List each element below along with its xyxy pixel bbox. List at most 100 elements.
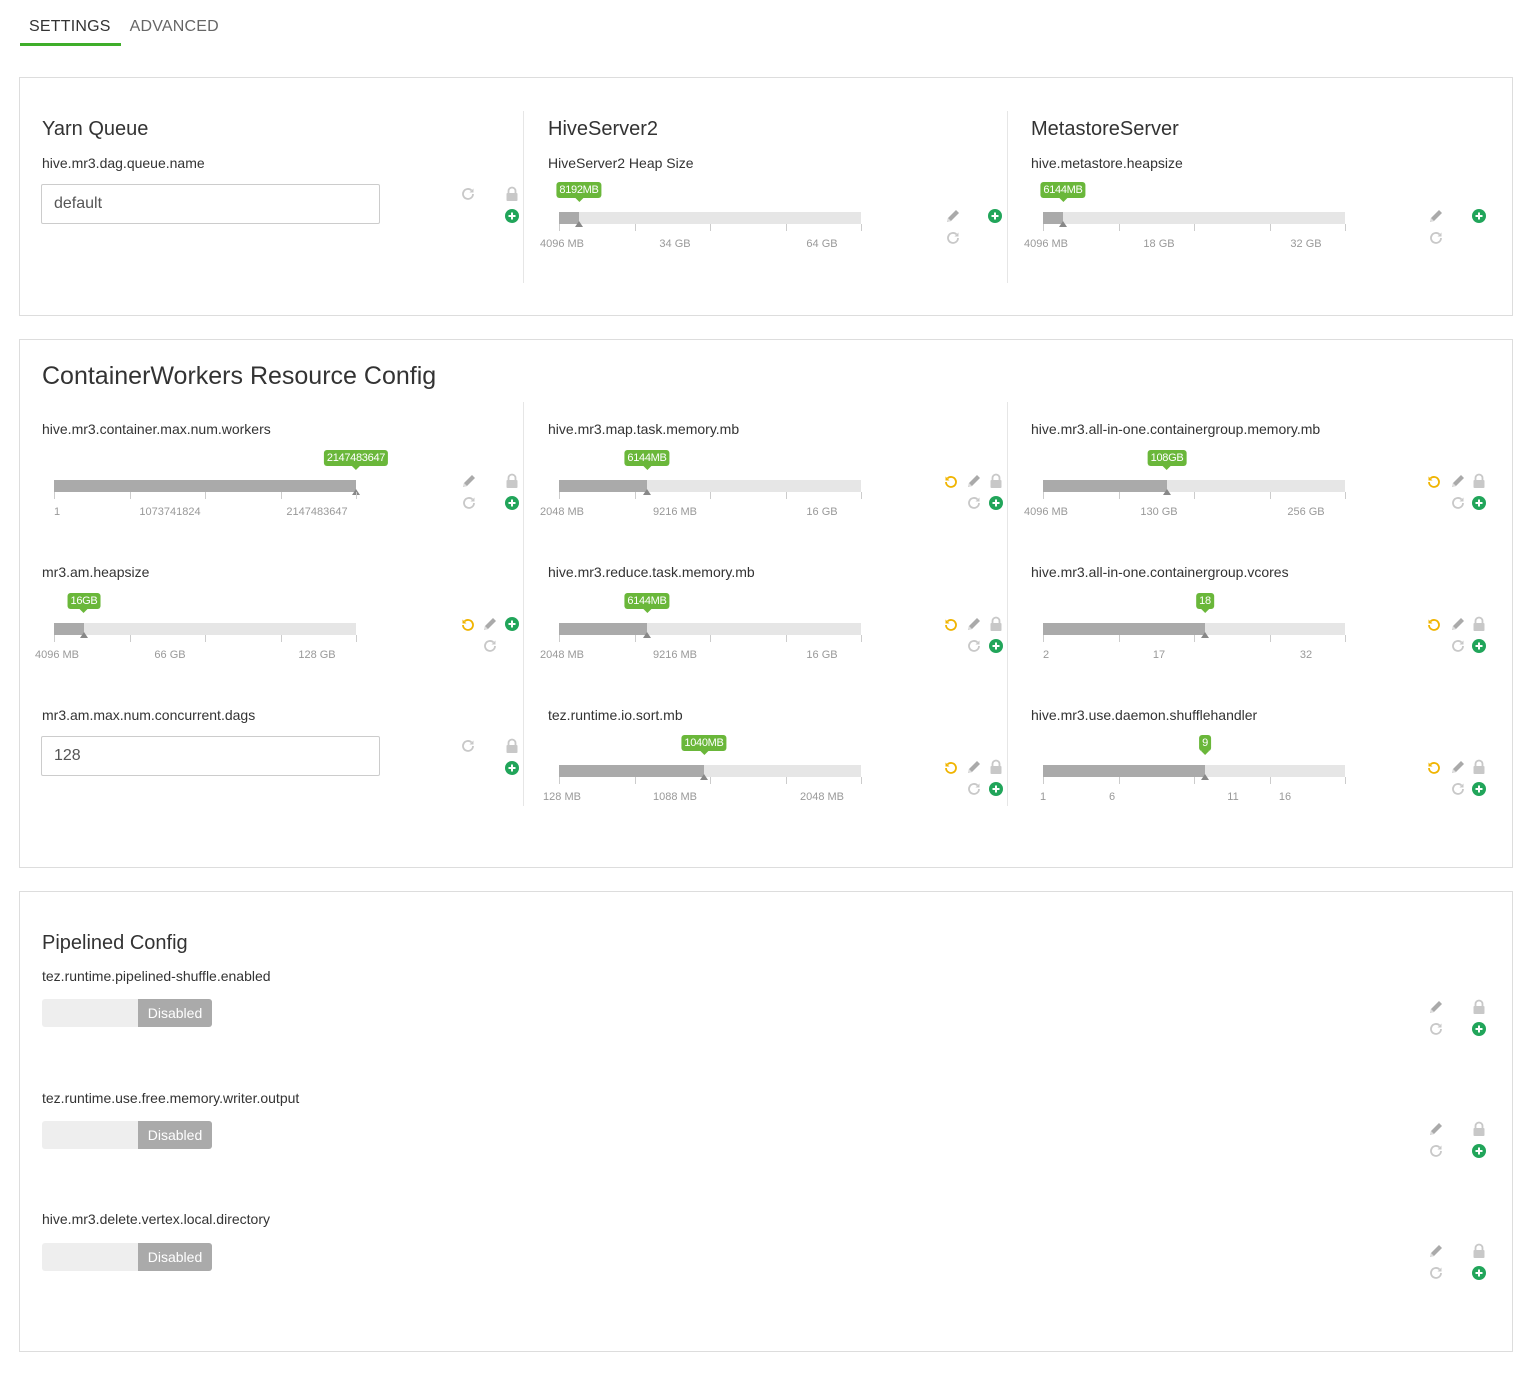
edit-icon[interactable] bbox=[1450, 759, 1466, 775]
refresh-icon[interactable] bbox=[966, 638, 982, 654]
slider-handle[interactable] bbox=[1201, 632, 1209, 638]
reduce-memory-slider[interactable]: 6144MB 2048 MB 9216 MB 16 GB bbox=[540, 593, 862, 661]
slider-handle[interactable] bbox=[700, 774, 708, 780]
add-icon[interactable] bbox=[1471, 781, 1487, 797]
edit-icon[interactable] bbox=[945, 208, 961, 224]
undo-icon[interactable] bbox=[460, 617, 476, 633]
lock-icon[interactable] bbox=[504, 186, 520, 202]
edit-icon[interactable] bbox=[1428, 1121, 1444, 1137]
queue-name-input[interactable] bbox=[41, 184, 380, 224]
slider-tick bbox=[710, 492, 711, 499]
edit-icon[interactable] bbox=[966, 473, 982, 489]
lock-icon[interactable] bbox=[504, 473, 520, 489]
concurrent-dags-input[interactable] bbox=[41, 736, 380, 776]
refresh-icon[interactable] bbox=[945, 230, 961, 246]
lock-icon[interactable] bbox=[1471, 1243, 1487, 1259]
add-icon[interactable] bbox=[504, 495, 520, 511]
lock-icon[interactable] bbox=[504, 738, 520, 754]
slider-tick bbox=[635, 635, 636, 642]
slider-value-badge: 6144MB bbox=[624, 450, 670, 470]
refresh-icon[interactable] bbox=[1428, 230, 1444, 246]
slider-tick-label: 4096 MB bbox=[539, 238, 585, 250]
add-icon[interactable] bbox=[1471, 208, 1487, 224]
lock-icon[interactable] bbox=[988, 759, 1004, 775]
refresh-icon[interactable] bbox=[1428, 1021, 1444, 1037]
edit-icon[interactable] bbox=[1450, 616, 1466, 632]
refresh-icon[interactable] bbox=[1450, 781, 1466, 797]
slider-handle[interactable] bbox=[1059, 221, 1067, 227]
edit-icon[interactable] bbox=[1428, 999, 1444, 1015]
lock-icon[interactable] bbox=[1471, 616, 1487, 632]
refresh-icon[interactable] bbox=[966, 781, 982, 797]
undo-icon[interactable] bbox=[943, 760, 959, 776]
hs2-heap-slider[interactable]: 8192MB 4096 MB 34 GB 64 GB bbox=[540, 182, 862, 250]
slider-handle[interactable] bbox=[1201, 774, 1209, 780]
refresh-icon[interactable] bbox=[460, 186, 476, 202]
column-divider bbox=[1007, 402, 1008, 806]
slider-tick-label: 2048 MB bbox=[539, 649, 585, 661]
refresh-icon[interactable] bbox=[482, 638, 498, 654]
undo-icon[interactable] bbox=[1426, 760, 1442, 776]
undo-icon[interactable] bbox=[1426, 617, 1442, 633]
concurrent-dags-label: mr3.am.max.num.concurrent.dags bbox=[42, 707, 256, 723]
slider-tick-label: 32 bbox=[1299, 649, 1313, 661]
slider-handle[interactable] bbox=[643, 489, 651, 495]
refresh-icon[interactable] bbox=[461, 495, 477, 511]
add-icon[interactable] bbox=[504, 760, 520, 776]
slider-handle[interactable] bbox=[575, 221, 583, 227]
undo-icon[interactable] bbox=[1426, 474, 1442, 490]
refresh-icon[interactable] bbox=[966, 495, 982, 511]
edit-icon[interactable] bbox=[966, 759, 982, 775]
free-memory-writer-toggle[interactable]: Disabled bbox=[42, 1121, 212, 1149]
slider-tick bbox=[710, 635, 711, 642]
lock-icon[interactable] bbox=[1471, 999, 1487, 1015]
add-icon[interactable] bbox=[1471, 1265, 1487, 1281]
tab-settings[interactable]: SETTINGS bbox=[20, 10, 121, 46]
edit-icon[interactable] bbox=[1450, 473, 1466, 489]
shufflehandler-slider[interactable]: 9 1 6 11 16 bbox=[1040, 735, 1346, 803]
delete-vertex-dir-toggle[interactable]: Disabled bbox=[42, 1243, 212, 1271]
add-icon[interactable] bbox=[1471, 1143, 1487, 1159]
add-icon[interactable] bbox=[1471, 495, 1487, 511]
slider-handle[interactable] bbox=[643, 632, 651, 638]
add-icon[interactable] bbox=[987, 208, 1003, 224]
slider-handle[interactable] bbox=[80, 632, 88, 638]
slider-tick bbox=[1345, 777, 1346, 784]
max-workers-slider[interactable]: 2147483647 1 1073741824 2147483647 bbox=[54, 450, 389, 518]
refresh-icon[interactable] bbox=[460, 738, 476, 754]
edit-icon[interactable] bbox=[966, 616, 982, 632]
slider-tick bbox=[786, 224, 787, 231]
lock-icon[interactable] bbox=[988, 616, 1004, 632]
edit-icon[interactable] bbox=[482, 616, 498, 632]
refresh-icon[interactable] bbox=[1428, 1143, 1444, 1159]
edit-icon[interactable] bbox=[1428, 1243, 1444, 1259]
refresh-icon[interactable] bbox=[1450, 495, 1466, 511]
slider-tick bbox=[1194, 635, 1195, 642]
edit-icon[interactable] bbox=[1428, 208, 1444, 224]
add-icon[interactable] bbox=[988, 495, 1004, 511]
aio-vcores-slider[interactable]: 18 2 17 32 bbox=[1043, 593, 1346, 661]
refresh-icon[interactable] bbox=[1428, 1265, 1444, 1281]
lock-icon[interactable] bbox=[1471, 1121, 1487, 1137]
metastore-heap-slider[interactable]: 6144MB 4096 MB 18 GB 32 GB bbox=[1024, 182, 1346, 250]
add-icon[interactable] bbox=[504, 208, 520, 224]
map-memory-slider[interactable]: 6144MB 2048 MB 9216 MB 16 GB bbox=[540, 450, 862, 518]
lock-icon[interactable] bbox=[988, 473, 1004, 489]
aio-memory-slider[interactable]: 108GB 4096 MB 130 GB 256 GB bbox=[1024, 450, 1346, 518]
refresh-icon[interactable] bbox=[1450, 638, 1466, 654]
undo-icon[interactable] bbox=[943, 474, 959, 490]
lock-icon[interactable] bbox=[1471, 759, 1487, 775]
lock-icon[interactable] bbox=[1471, 473, 1487, 489]
add-icon[interactable] bbox=[988, 781, 1004, 797]
slider-handle[interactable] bbox=[1163, 489, 1171, 495]
add-icon[interactable] bbox=[1471, 1021, 1487, 1037]
add-icon[interactable] bbox=[1471, 638, 1487, 654]
pipelined-shuffle-toggle[interactable]: Disabled bbox=[42, 999, 212, 1027]
edit-icon[interactable] bbox=[461, 473, 477, 489]
am-heapsize-slider[interactable]: 16GB 4096 MB 66 GB 128 GB bbox=[35, 593, 357, 661]
tab-advanced[interactable]: ADVANCED bbox=[129, 18, 219, 35]
add-icon[interactable] bbox=[504, 616, 520, 632]
undo-icon[interactable] bbox=[943, 617, 959, 633]
sort-mb-slider[interactable]: 1040MB 128 MB 1088 MB 2048 MB bbox=[543, 735, 862, 803]
add-icon[interactable] bbox=[988, 638, 1004, 654]
